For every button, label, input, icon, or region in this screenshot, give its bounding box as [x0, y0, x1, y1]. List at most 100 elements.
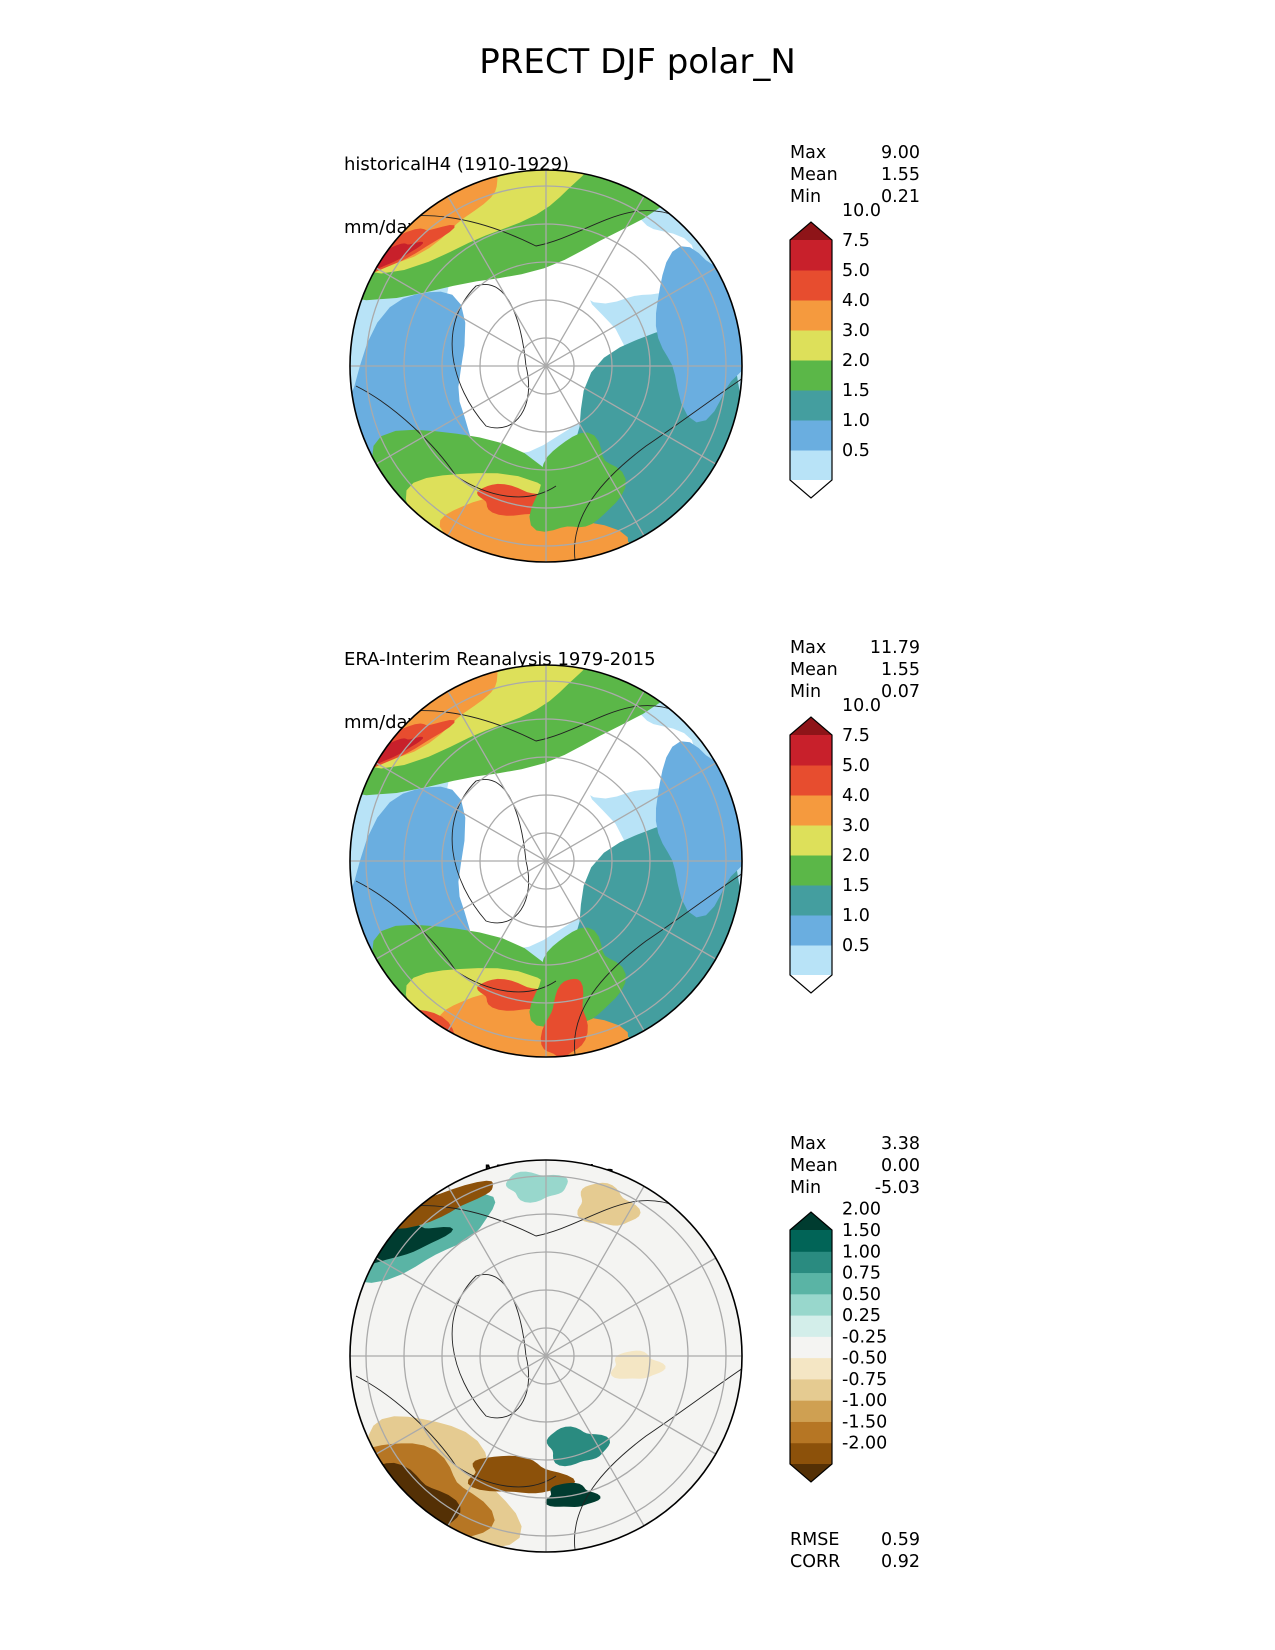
colorbar-segment — [790, 1293, 832, 1316]
colorbar-tick-label: 1.50 — [842, 1221, 881, 1241]
colorbar-tick-label: 0.75 — [842, 1264, 881, 1284]
panel3-colorbar: -2.00-1.50-1.00-0.75-0.50-0.250.250.500.… — [789, 1200, 887, 1483]
colorbar-extend-min — [790, 1464, 832, 1482]
colorbar-tick-label: 1.00 — [842, 1242, 881, 1262]
contour-region — [529, 432, 626, 532]
colorbar-tick-label: -0.25 — [842, 1327, 887, 1347]
stat-value: -5.03 — [874, 1178, 920, 1198]
colorbar-tick-label: 5.0 — [842, 756, 870, 776]
stat-label: Mean — [790, 165, 838, 185]
colorbar-extend-max — [790, 222, 832, 240]
colorbar-segment — [790, 1421, 832, 1444]
colorbar-segment — [790, 1400, 832, 1422]
colorbar-segment — [790, 240, 832, 271]
figure-title: PRECT DJF polar_N — [479, 42, 796, 82]
colorbar-tick-label: 2.0 — [842, 846, 870, 866]
panel2-title-line1: ERA-Interim Reanalysis 1979-2015 — [344, 649, 656, 670]
stat-label: CORR — [790, 1552, 841, 1572]
colorbar-segment — [790, 360, 832, 391]
colorbar-segment — [790, 765, 832, 796]
colorbar-segment — [790, 945, 832, 976]
colorbar-tick-label: -1.00 — [842, 1391, 887, 1411]
stat-value: 0.92 — [881, 1552, 920, 1572]
panel3-stats: Max 3.38 Mean 0.00 Min -5.03 — [790, 1133, 920, 1199]
stat-label: Mean — [790, 1156, 838, 1176]
colorbar-segment — [790, 1378, 832, 1401]
colorbar-tick-label: 0.25 — [842, 1306, 881, 1326]
stat-label: Min — [790, 682, 822, 702]
stat-label: Max — [790, 638, 827, 658]
stat-label: Min — [790, 1178, 822, 1198]
colorbar-segment — [790, 390, 832, 421]
colorbar-tick-label: -1.50 — [842, 1412, 887, 1432]
colorbar-extend-min — [790, 975, 832, 993]
panel1-title-line2: mm/day — [344, 217, 419, 238]
colorbar-tick-label: -2.00 — [842, 1434, 887, 1454]
colorbar-segment — [790, 330, 832, 361]
colorbar-tick-label: 1.0 — [842, 906, 870, 926]
colorbar-tick-label: 3.0 — [842, 816, 870, 836]
map-field — [350, 665, 742, 1057]
graticule — [350, 665, 742, 1057]
stat-label: RMSE — [790, 1530, 840, 1550]
colorbar-tick-label: 10.0 — [842, 696, 881, 716]
map-boundary — [349, 1159, 743, 1553]
stat-value: 11.79 — [869, 638, 920, 658]
colorbar-tick-label: 7.5 — [842, 726, 870, 746]
colorbar-segment — [790, 300, 832, 331]
stat-label: Min — [790, 187, 822, 207]
stat-value: 1.55 — [881, 660, 920, 680]
stat-value: 9.00 — [881, 143, 920, 163]
colorbar-segment — [790, 1357, 832, 1380]
colorbar-tick-label: -0.50 — [842, 1349, 887, 1369]
panel1-polar-map — [349, 169, 743, 563]
colorbar-2: -2.00-1.50-1.00-0.75-0.50-0.250.250.500.… — [789, 1200, 887, 1483]
colorbar-tick-label: 0.5 — [842, 441, 870, 461]
panel2-stats: Max 11.79 Mean 1.55 Min 0.07 — [790, 637, 920, 703]
colorbar-segment — [790, 1251, 832, 1274]
stat-value: 1.55 — [881, 165, 920, 185]
panel3-polar-map — [349, 1159, 743, 1553]
colorbar-0: 0.5 1.0 1.5 2.0 3.0 4.0 5.0 7.5 10.0 — [789, 201, 881, 499]
graticule — [350, 1160, 742, 1552]
stat-value: 0.00 — [881, 1156, 920, 1176]
colorbar-segment — [790, 855, 832, 886]
colorbar-segment — [790, 420, 832, 451]
contour-region — [529, 927, 626, 1027]
colorbar-segment — [790, 1315, 832, 1337]
colorbar-segment — [790, 1336, 832, 1359]
panel2-polar-map — [349, 664, 743, 1058]
colorbar-tick-label: 0.5 — [842, 936, 870, 956]
colorbar-tick-label: 2.00 — [842, 1200, 881, 1220]
colorbar-tick-label: 1.0 — [842, 411, 870, 431]
colorbar-segment — [790, 270, 832, 301]
map-field — [350, 1160, 742, 1552]
stat-label: Max — [790, 1134, 827, 1154]
stat-value: 0.59 — [881, 1530, 920, 1550]
colorbar-tick-label: 5.0 — [842, 261, 870, 281]
colorbar-tick-label: 10.0 — [842, 201, 881, 221]
map-boundary — [349, 664, 743, 1058]
contour-region — [505, 1171, 568, 1203]
colorbar-segment — [790, 1230, 832, 1252]
colorbar-extend-min — [790, 480, 832, 498]
colorbar-tick-label: 4.0 — [842, 291, 870, 311]
contour-region — [546, 1426, 610, 1467]
colorbar-tick-label: 7.5 — [842, 231, 870, 251]
colorbar-segment — [790, 735, 832, 766]
panel1-colorbar: 0.5 1.0 1.5 2.0 3.0 4.0 5.0 7.5 10.0 — [789, 201, 881, 499]
panel1-stats: Max 9.00 Mean 1.55 Min 0.21 — [790, 142, 920, 208]
stat-label: Mean — [790, 660, 838, 680]
stat-value: 3.38 — [881, 1134, 920, 1154]
stat-label: Max — [790, 143, 827, 163]
panel2-colorbar: 0.5 1.0 1.5 2.0 3.0 4.0 5.0 7.5 10.0 — [789, 696, 881, 994]
colorbar-segment — [790, 795, 832, 826]
panel3-error-stats: RMSE 0.59 CORR 0.92 — [790, 1529, 920, 1573]
colorbar-segment — [790, 1272, 832, 1295]
panel2-title-line2: mm/day — [344, 712, 419, 733]
panel2-title: ERA-Interim Reanalysis 1979-2015 mm/day — [344, 607, 656, 754]
graticule — [350, 170, 742, 562]
colorbar-segment — [790, 825, 832, 856]
colorbar-tick-label: 3.0 — [842, 321, 870, 341]
map-field — [350, 170, 742, 562]
